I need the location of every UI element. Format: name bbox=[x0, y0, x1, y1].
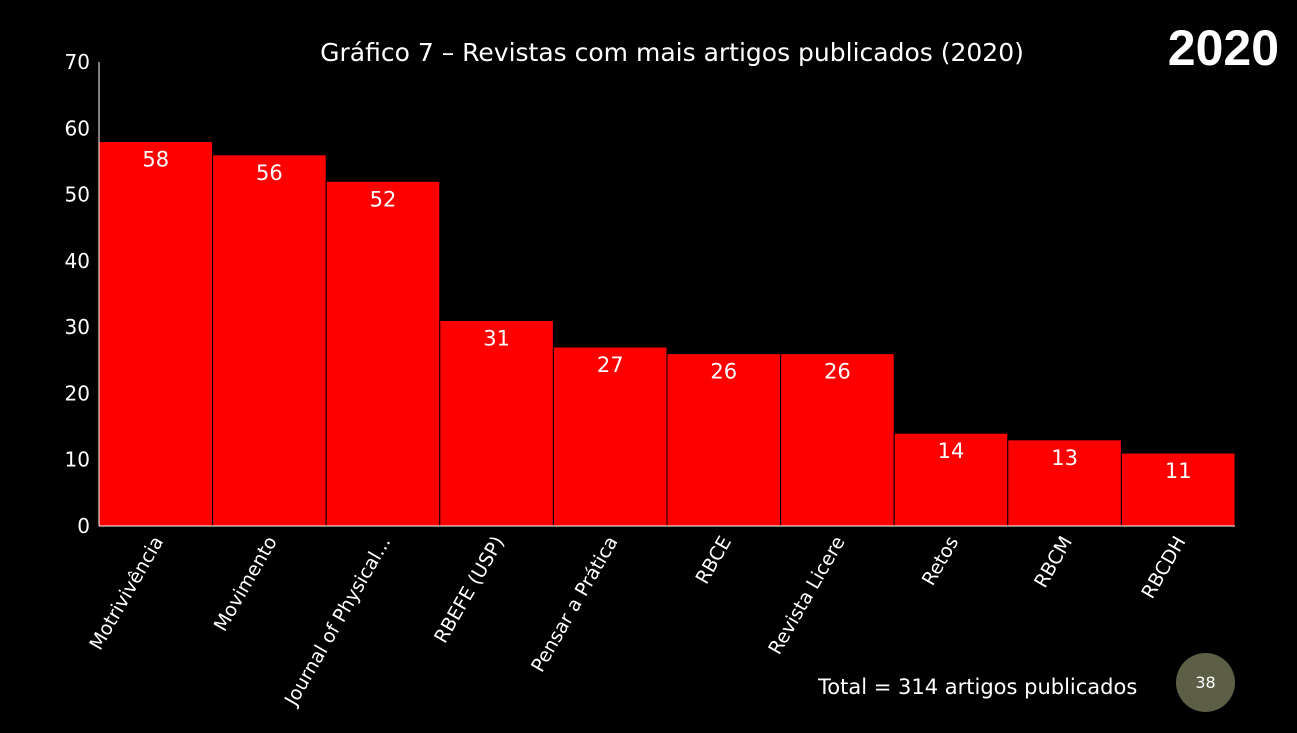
bar bbox=[893, 432, 1009, 527]
bar bbox=[780, 353, 895, 527]
page-number-badge: 38 bbox=[1176, 653, 1235, 712]
x-tick-label: Pensar a Prática bbox=[527, 533, 623, 676]
y-tick-label: 30 bbox=[65, 315, 90, 339]
x-tick-label: Revista Licere bbox=[764, 533, 849, 659]
year-label: 2020 bbox=[1167, 20, 1279, 76]
y-tick-label: 50 bbox=[65, 183, 90, 207]
x-tick-label: Retos bbox=[918, 533, 964, 590]
bar bbox=[1007, 439, 1122, 527]
bar bbox=[212, 154, 327, 527]
data-label: 58 bbox=[142, 148, 169, 172]
x-tick-label: RBCE bbox=[691, 533, 736, 588]
x-tick-label: RBEFE (USP) bbox=[430, 533, 509, 647]
chart-title: Gráfico 7 – Revistas com mais artigos pu… bbox=[320, 38, 1024, 67]
bar bbox=[98, 141, 214, 527]
data-label: 26 bbox=[710, 360, 737, 384]
data-label: 13 bbox=[1051, 446, 1078, 470]
data-label: 26 bbox=[824, 360, 851, 384]
data-label: 14 bbox=[938, 439, 965, 463]
bars: 58 56 52 31 27 26 26 14 13 11 bbox=[98, 141, 1236, 527]
x-tick-label: Movimento bbox=[210, 533, 282, 636]
data-label: 52 bbox=[370, 187, 397, 211]
data-label: 31 bbox=[483, 327, 510, 351]
bar bbox=[439, 320, 554, 527]
x-tick-label: RBCDH bbox=[1137, 533, 1190, 603]
x-tick-label: RBCM bbox=[1030, 533, 1077, 592]
x-tick-label: Journal of Physical... bbox=[280, 533, 395, 711]
y-tick-label: 60 bbox=[65, 116, 90, 140]
data-label: 56 bbox=[256, 161, 283, 185]
bar bbox=[666, 353, 782, 527]
bar bbox=[1120, 452, 1236, 527]
y-axis-ticks: 0 10 20 30 40 50 60 70 bbox=[65, 50, 90, 538]
data-label: 11 bbox=[1165, 459, 1192, 483]
y-tick-label: 0 bbox=[77, 514, 90, 538]
total-articles-label: Total = 314 artigos publicados bbox=[818, 675, 1138, 699]
y-tick-label: 20 bbox=[65, 381, 90, 405]
y-tick-label: 40 bbox=[65, 249, 90, 273]
bar bbox=[552, 346, 668, 527]
bar bbox=[325, 180, 441, 527]
y-tick-label: 10 bbox=[65, 448, 90, 472]
data-label: 27 bbox=[597, 353, 624, 377]
y-tick-label: 70 bbox=[65, 50, 90, 74]
x-tick-label: Motrivivência bbox=[85, 533, 168, 654]
